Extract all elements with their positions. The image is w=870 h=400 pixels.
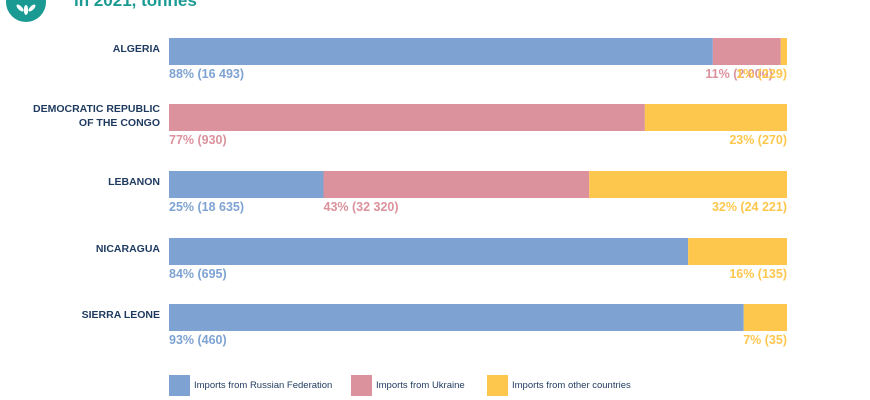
data-label-sierra-leone-imports-from-other-countries: 7% (35) [743, 333, 787, 347]
legend-label-imports-from-russian-federation: Imports from Russian Federation [194, 380, 332, 391]
bar-segment-algeria-imports-from-russian-federation [169, 38, 713, 65]
leaf-wreath-icon [6, 0, 46, 22]
data-label-algeria-imports-from-ukraine: 11% (2 000) [705, 67, 772, 81]
data-label-lebanon-imports-from-other-countries: 32% (24 221) [712, 200, 787, 214]
data-label-sierra-leone-imports-from-russian-federation: 93% (460) [169, 333, 227, 347]
data-label-algeria-imports-from-other-countries: 1% (229) [736, 67, 787, 81]
data-label-lebanon-imports-from-russian-federation: 25% (18 635) [169, 200, 244, 214]
data-label-nicaragua-imports-from-other-countries: 16% (135) [729, 267, 787, 281]
legend-label-imports-from-ukraine: Imports from Ukraine [376, 380, 465, 391]
bar-segment-lebanon-imports-from-ukraine [323, 171, 590, 198]
data-label-nicaragua-imports-from-russian-federation: 84% (695) [169, 267, 227, 281]
category-label-nicaragua: NICARAGUA [96, 243, 161, 255]
data-label-algeria-imports-from-russian-federation: 88% (16 493) [169, 67, 244, 81]
bar-segment-nicaragua-imports-from-other-countries [688, 238, 787, 265]
data-label-lebanon-imports-from-ukraine: 43% (32 320) [324, 200, 399, 214]
bar-segment-algeria-imports-from-other-countries [780, 38, 787, 65]
bar-segment-sierra-leone-imports-from-russian-federation [169, 304, 744, 331]
data-label-democratic-republic-of-the-congo-imports-from-ukraine: 77% (930) [169, 133, 227, 147]
legend-swatch-imports-from-ukraine [351, 375, 372, 396]
category-label-sierra-leone: SIERRA LEONE [82, 309, 160, 321]
bar-segment-lebanon-imports-from-other-countries [589, 171, 787, 198]
category-label-democratic-republic-of-the-congo: DEMOCRATIC REPUBLIC OF THE CONGO [33, 103, 160, 129]
bar-segment-algeria-imports-from-ukraine [712, 38, 781, 65]
bar-segment-nicaragua-imports-from-russian-federation [169, 238, 689, 265]
bar-segment-lebanon-imports-from-russian-federation [169, 171, 324, 198]
data-label-democratic-republic-of-the-congo-imports-from-other-countries: 23% (270) [729, 133, 787, 147]
bar-segment-democratic-republic-of-the-congo-imports-from-ukraine [169, 104, 645, 131]
chart-title: in 2021, tonnes [74, 0, 197, 10]
legend-swatch-imports-from-russian-federation [169, 375, 190, 396]
category-label-algeria: ALGERIA [113, 43, 161, 55]
bar-segment-sierra-leone-imports-from-other-countries [743, 304, 787, 331]
legend-swatch-imports-from-other-countries [487, 375, 508, 396]
category-label-lebanon: LEBANON [108, 176, 160, 188]
legend-label-imports-from-other-countries: Imports from other countries [512, 380, 631, 391]
bar-segment-democratic-republic-of-the-congo-imports-from-other-countries [644, 104, 787, 131]
